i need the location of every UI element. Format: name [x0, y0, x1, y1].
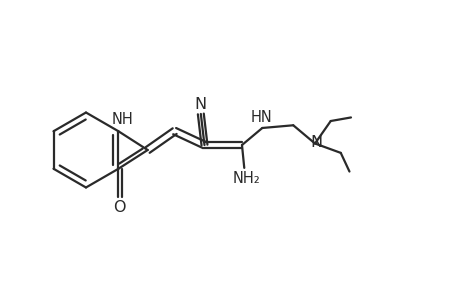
Text: NH: NH: [111, 112, 133, 127]
Text: NH₂: NH₂: [232, 171, 260, 186]
Text: O: O: [113, 200, 126, 215]
Text: HN: HN: [250, 110, 272, 125]
Text: N: N: [310, 135, 322, 150]
Text: N: N: [194, 97, 207, 112]
